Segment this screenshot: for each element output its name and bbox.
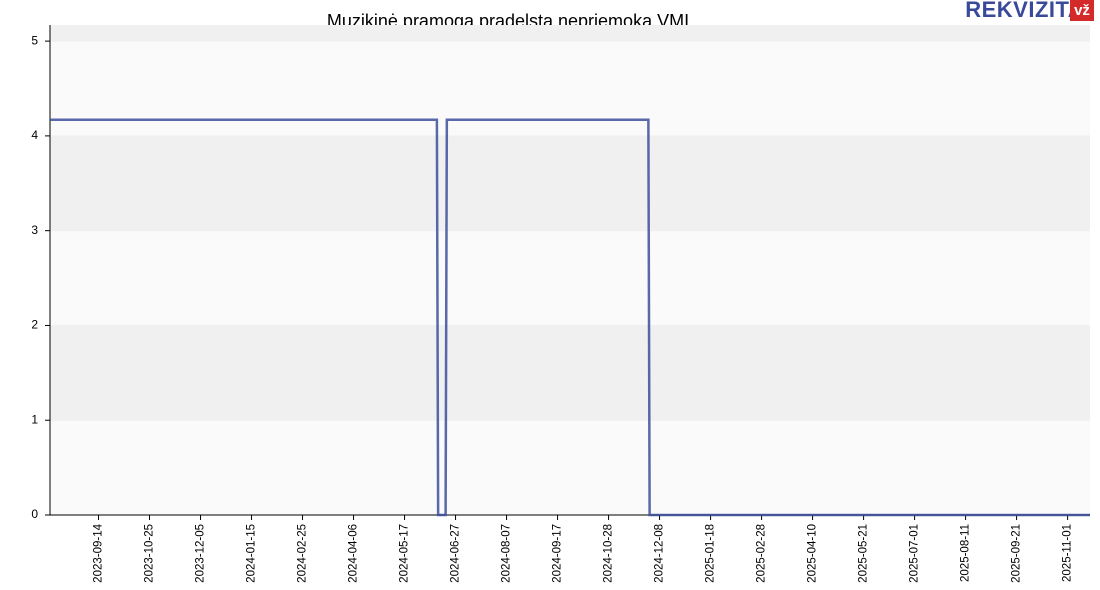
y-tick-label: 2 [31,318,38,332]
x-tick-label: 2023-09-14 [93,523,105,582]
x-tick-label: 2025-07-01 [909,524,921,583]
grid-band [50,325,1090,421]
y-tick-label: 5 [31,33,38,47]
logo-badge-bg [1070,0,1094,21]
x-tick-label: 2025-08-11 [960,524,972,582]
grid-band [50,25,1090,42]
x-tick-label: 2024-08-07 [501,524,513,583]
y-tick-label: 3 [31,223,38,237]
x-tick-label: 2024-01-15 [246,524,258,583]
y-tick-label: 4 [31,128,38,142]
y-tick-label: 1 [31,412,38,426]
x-tick-label: 2024-06-27 [450,524,462,583]
x-tick-label: 2024-05-17 [399,524,411,583]
y-tick-label: 0 [31,507,38,521]
plot-area [50,25,1090,515]
x-tick-label: 2023-12-05 [195,524,207,583]
x-tick-label: 2025-05-21 [858,524,870,583]
logo-badge: vž [1074,2,1090,19]
x-tick-label: 2024-09-17 [552,524,564,583]
x-tick-label: 2024-12-08 [654,524,666,583]
data-line [50,118,1090,517]
x-tick-label: 2023-10-25 [144,524,156,583]
x-tick-label: 2024-02-25 [297,524,309,583]
grid-band [50,135,1090,231]
x-tick-label: 2024-04-06 [348,524,360,583]
logo-text: REKVIZITAI [965,0,1091,22]
x-tick-label: 2024-10-28 [603,524,615,583]
x-tick-label: 2025-11-01 [1062,524,1074,582]
x-tick-label: 2025-01-18 [705,524,717,583]
x-tick-label: 2025-09-21 [1011,524,1023,583]
x-tick-label: 2025-04-10 [807,524,819,583]
x-tick-label: 2025-02-28 [756,524,768,583]
